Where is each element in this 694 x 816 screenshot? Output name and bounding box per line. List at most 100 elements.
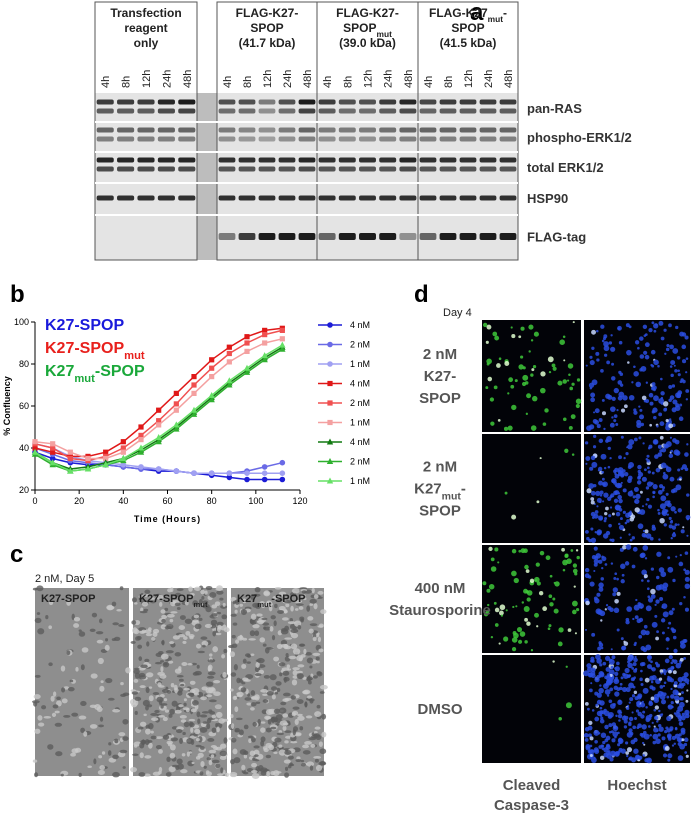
band [298, 157, 316, 163]
cell [285, 652, 289, 658]
subscript: mut [74, 373, 95, 385]
x-tick-label: 0 [32, 496, 37, 506]
cell [166, 740, 173, 745]
cell [211, 604, 218, 609]
cell [528, 324, 534, 330]
cell [486, 358, 492, 365]
cell [669, 365, 673, 368]
cell [197, 718, 201, 725]
cell [613, 414, 618, 418]
band [499, 157, 517, 163]
cell [631, 564, 636, 569]
row-label: total ERK1/2 [527, 160, 604, 175]
cell [298, 643, 306, 647]
cell [644, 333, 648, 336]
cell [78, 715, 87, 720]
band [258, 127, 276, 133]
cell [205, 770, 210, 775]
cell [628, 682, 635, 689]
cell [290, 628, 299, 634]
cell [669, 678, 674, 683]
cell [196, 672, 200, 676]
cell [45, 614, 49, 620]
marker [156, 418, 162, 424]
cell [277, 609, 284, 614]
cell [294, 718, 299, 725]
cell [171, 700, 178, 707]
cell [616, 628, 620, 632]
band [419, 233, 437, 240]
cell [557, 380, 563, 386]
cell [112, 708, 121, 713]
cell [222, 602, 226, 607]
band [278, 166, 296, 172]
marker [327, 419, 333, 426]
cell [197, 650, 205, 654]
cell [652, 407, 658, 413]
band [157, 166, 175, 172]
cell [576, 555, 580, 560]
cell [112, 771, 120, 778]
cell [230, 613, 237, 617]
cell [668, 669, 672, 674]
cell [243, 724, 249, 730]
band [238, 108, 256, 114]
cell [131, 691, 139, 695]
cell [638, 405, 641, 408]
cell [603, 353, 608, 357]
cell [616, 577, 619, 581]
cell [317, 636, 322, 643]
cell [160, 653, 169, 660]
cell [661, 603, 668, 609]
text-part: FLAG-K27 [429, 6, 488, 20]
lane-label: 12h [141, 70, 153, 88]
band [157, 136, 175, 142]
cell [178, 633, 186, 638]
cell [628, 721, 632, 725]
cell [284, 772, 290, 778]
cell [256, 657, 265, 664]
cell [297, 715, 305, 721]
cell [213, 680, 221, 684]
cell [539, 550, 545, 556]
cell [489, 397, 495, 402]
marker [226, 377, 233, 384]
cell [673, 712, 677, 715]
cell [521, 381, 527, 387]
cell [617, 737, 623, 743]
cell [609, 673, 613, 678]
cell [212, 646, 218, 653]
cell [600, 716, 604, 720]
cell [591, 632, 596, 637]
cell [148, 627, 152, 632]
cell [297, 625, 302, 630]
cell [249, 750, 256, 757]
cell [658, 398, 664, 404]
band [399, 108, 417, 114]
cell [617, 325, 622, 331]
cell [684, 709, 690, 715]
cell [122, 718, 129, 725]
cell [593, 434, 597, 439]
cell [641, 505, 645, 508]
cell [668, 524, 673, 529]
cell [173, 684, 178, 691]
cell [78, 629, 82, 632]
cell [663, 681, 667, 685]
cell [234, 706, 239, 713]
cell [278, 749, 286, 756]
cell [542, 606, 548, 612]
cell [158, 766, 163, 773]
text-part: Staurosporine [389, 602, 491, 619]
cell [658, 726, 664, 732]
y-axis-label: % Confluency [2, 376, 12, 436]
band [338, 99, 356, 105]
cell [624, 471, 629, 477]
band [137, 157, 155, 163]
cell [603, 341, 609, 347]
cell [668, 655, 673, 660]
cell [613, 387, 620, 394]
cell [681, 344, 687, 350]
cell [668, 453, 674, 459]
cell [222, 672, 227, 678]
